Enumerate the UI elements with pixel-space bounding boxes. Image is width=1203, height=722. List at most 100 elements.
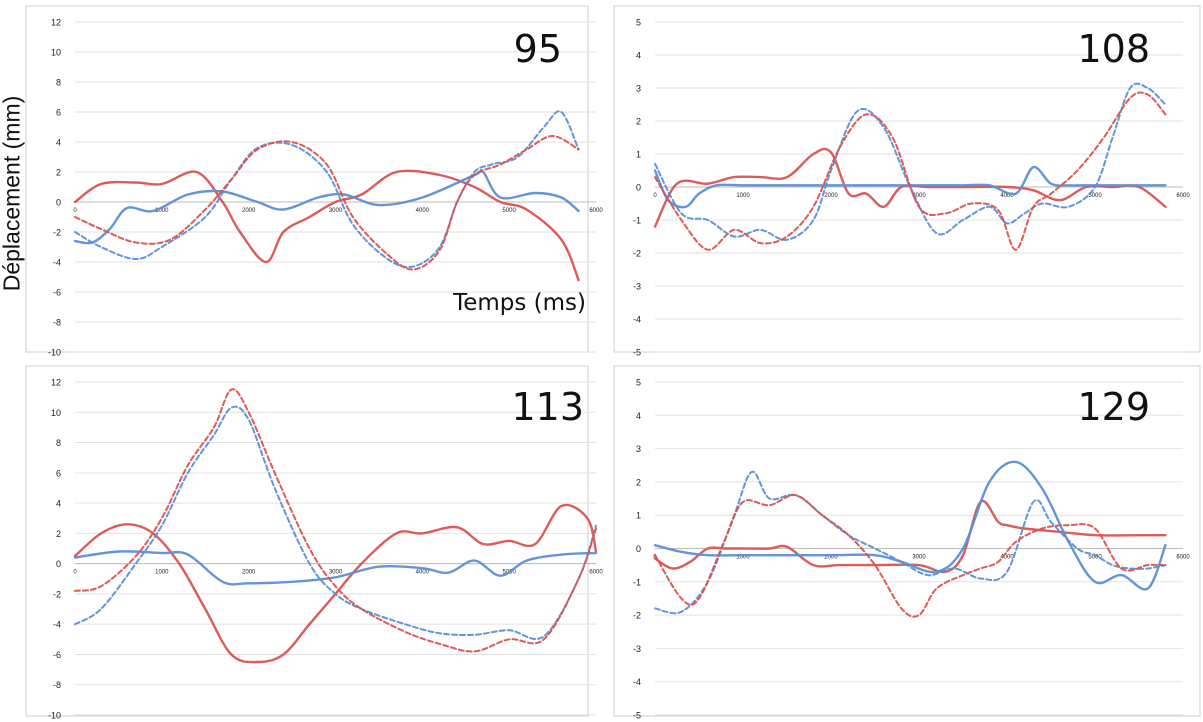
series-line-4 xyxy=(74,388,597,653)
y-tick-label: 8 xyxy=(56,78,61,88)
x-tick-label: 1000 xyxy=(736,555,750,561)
series-line-3 xyxy=(74,110,580,269)
x-tick-label: 3000 xyxy=(329,570,343,576)
x-tick-label: 6000 xyxy=(589,570,603,576)
x-tick-label: 2000 xyxy=(824,555,838,561)
x-tick-label: 0 xyxy=(73,208,77,214)
y-tick-label: -4 xyxy=(53,258,61,268)
y-tick-label: 2 xyxy=(636,117,641,127)
y-tick-label: 10 xyxy=(51,48,61,58)
y-tick-label: -8 xyxy=(53,680,61,690)
series-line-2 xyxy=(653,165,1167,209)
y-tick-label: -8 xyxy=(53,318,61,328)
y-tick-label: 2 xyxy=(56,529,61,539)
series-line-3 xyxy=(654,470,1167,615)
series-line-4 xyxy=(654,494,1167,618)
series-line-4 xyxy=(74,135,580,271)
y-tick-label: 8 xyxy=(56,438,61,448)
y-tick-label: 2 xyxy=(636,477,641,487)
x-tick-label: 1000 xyxy=(736,193,750,199)
series-line-1 xyxy=(653,147,1167,228)
x-tick-label: 0 xyxy=(653,193,657,199)
series-line-1 xyxy=(73,503,598,664)
y-tick-label: 4 xyxy=(56,138,61,148)
y-tick-label: -10 xyxy=(48,711,61,721)
series-line-1 xyxy=(73,169,580,282)
x-tick-label: 2000 xyxy=(824,193,838,199)
y-tick-label: 12 xyxy=(51,378,61,388)
x-tick-label: 5000 xyxy=(502,208,516,214)
y-tick-label: -6 xyxy=(53,650,61,660)
y-tick-label: 5 xyxy=(636,378,641,388)
x-tick-label: 0 xyxy=(73,570,77,576)
series-line-3 xyxy=(74,405,597,641)
y-tick-label: -2 xyxy=(53,589,61,599)
x-tick-label: 5000 xyxy=(1088,555,1102,561)
y-tick-label: -10 xyxy=(48,348,61,358)
y-tick-label: 1 xyxy=(636,150,641,160)
y-tick-label: 1 xyxy=(636,511,641,521)
y-tick-label: -1 xyxy=(633,216,641,226)
x-tick-label: 5000 xyxy=(1088,193,1102,199)
panel-title: 113 xyxy=(511,385,584,429)
y-tick-label: 3 xyxy=(636,84,641,94)
y-tick-label: 4 xyxy=(636,411,641,421)
x-tick-label: 4000 xyxy=(1000,555,1014,561)
y-tick-label: -3 xyxy=(633,644,641,654)
x-tick-label: 2000 xyxy=(242,570,256,576)
x-tick-label: 1000 xyxy=(155,208,169,214)
chart-panel-2: -5 -4 -3 -2 -1 0 1 2 3 4 5 0 1000 2000 3000 4000 5000 600… xyxy=(613,5,1201,358)
x-tick-label: 6000 xyxy=(589,208,603,214)
panel-border xyxy=(25,365,589,717)
y-tick-label: 0 xyxy=(56,198,61,208)
panel-border xyxy=(613,365,1201,717)
y-tick-label: -1 xyxy=(633,577,641,587)
x-tick-label: 3000 xyxy=(912,555,926,561)
panel-title: 129 xyxy=(1077,385,1150,429)
x-axis-label: Temps (ms) xyxy=(452,290,586,316)
series-line-2 xyxy=(73,169,580,245)
series-line-1 xyxy=(653,499,1167,574)
y-tick-label: -5 xyxy=(633,348,641,358)
series-line-2 xyxy=(653,460,1167,591)
y-tick-label: 0 xyxy=(636,183,641,193)
x-tick-label: 4000 xyxy=(416,208,430,214)
series-line-4 xyxy=(654,91,1167,251)
x-tick-label: 4000 xyxy=(1000,193,1014,199)
y-tick-label: 6 xyxy=(56,468,61,478)
x-tick-label: 2000 xyxy=(242,208,256,214)
y-tick-label: 2 xyxy=(56,168,61,178)
x-tick-label: 6000 xyxy=(1176,555,1190,561)
x-tick-label: 3000 xyxy=(329,208,343,214)
y-tick-label: 0 xyxy=(56,559,61,569)
x-tick-label: 1000 xyxy=(155,570,169,576)
series-line-3 xyxy=(654,82,1167,241)
x-tick-label: 6000 xyxy=(1176,193,1190,199)
x-tick-label: 3000 xyxy=(912,193,926,199)
y-tick-label: -2 xyxy=(633,611,641,621)
y-tick-label: 0 xyxy=(636,544,641,554)
y-tick-label: 10 xyxy=(51,408,61,418)
y-tick-label: 4 xyxy=(56,499,61,509)
y-tick-label: 5 xyxy=(636,18,641,28)
y-tick-label: 12 xyxy=(51,18,61,28)
y-tick-label: 3 xyxy=(636,444,641,454)
x-tick-label: 4000 xyxy=(416,570,430,576)
series-line-2 xyxy=(73,550,598,586)
y-tick-label: -5 xyxy=(633,711,641,721)
y-tick-label: -4 xyxy=(633,315,641,325)
y-tick-label: -2 xyxy=(633,249,641,259)
panel-title: 95 xyxy=(514,27,562,71)
panel-title: 108 xyxy=(1077,27,1150,71)
y-axis-label: Déplacement (mm) xyxy=(0,95,25,292)
chart-panel-1: -10 -8 -6 -4 -2 0 2 4 6 8 10 12 0 1000 2000 3000 4000 500… xyxy=(25,5,603,358)
y-tick-label: -2 xyxy=(53,228,61,238)
y-tick-label: -6 xyxy=(53,288,61,298)
y-tick-label: 6 xyxy=(56,108,61,118)
y-tick-label: 4 xyxy=(636,51,641,61)
y-tick-label: -3 xyxy=(633,282,641,292)
y-tick-label: -4 xyxy=(633,677,641,687)
